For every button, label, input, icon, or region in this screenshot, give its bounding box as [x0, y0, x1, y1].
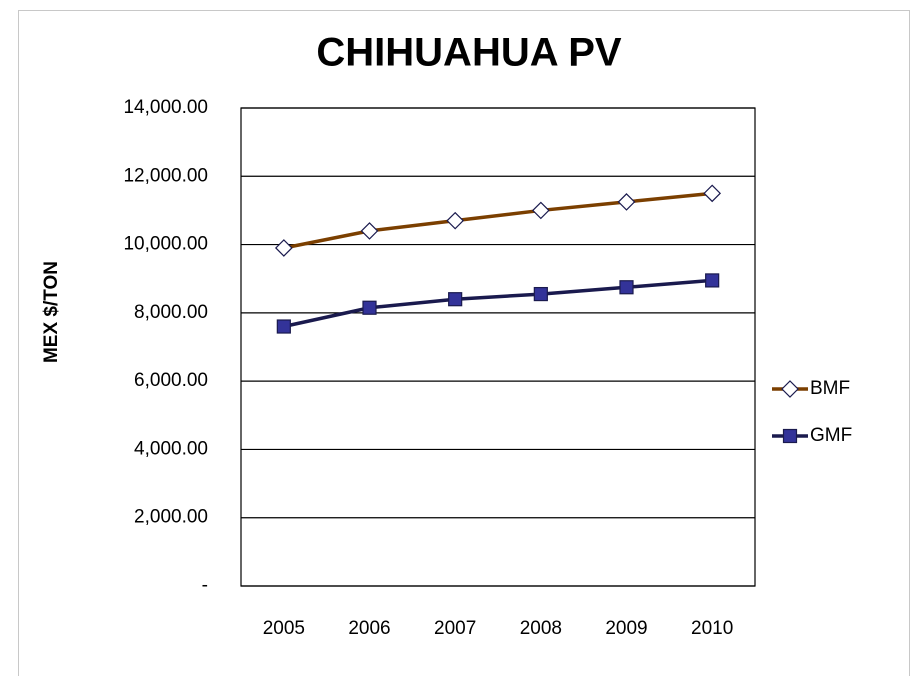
data-point [446, 211, 465, 230]
series-line [283, 191, 713, 250]
y-tick-label: 4,000.00 [134, 438, 208, 459]
x-tick-label: 2010 [691, 618, 733, 639]
y-tick-label: 14,000.00 [123, 97, 208, 118]
y-tick-label: 10,000.00 [123, 234, 208, 255]
y-tick-label: 2,000.00 [134, 507, 208, 528]
legend-label: BMF [810, 378, 850, 399]
series-line [283, 278, 713, 329]
y-tick-label: - [202, 575, 208, 596]
legend-label: GMF [810, 425, 852, 446]
data-point [619, 280, 634, 295]
x-tick-label: 2005 [263, 618, 305, 639]
legend-marker [782, 428, 798, 444]
chart-title: CHIHUAHUA PV [316, 31, 622, 75]
y-tick-label: 12,000.00 [123, 165, 208, 186]
data-point [362, 300, 377, 315]
x-tick-label: 2008 [520, 618, 562, 639]
data-point [703, 184, 722, 203]
y-tick-label: 6,000.00 [134, 370, 208, 391]
x-tick-label: 2009 [605, 618, 647, 639]
legend-marker [781, 380, 799, 398]
data-point [360, 222, 379, 240]
y-axis-label: MEX $/TON [41, 261, 62, 363]
data-point [448, 292, 463, 307]
chart-border [18, 10, 910, 676]
data-point [274, 239, 293, 257]
data-point [276, 319, 291, 334]
x-tick-label: 2007 [434, 618, 476, 639]
y-tick-label: 8,000.00 [134, 302, 208, 323]
data-point [531, 201, 550, 220]
data-point [705, 273, 720, 288]
data-point [533, 286, 548, 302]
x-tick-label: 2006 [348, 618, 390, 639]
data-point [617, 193, 636, 211]
